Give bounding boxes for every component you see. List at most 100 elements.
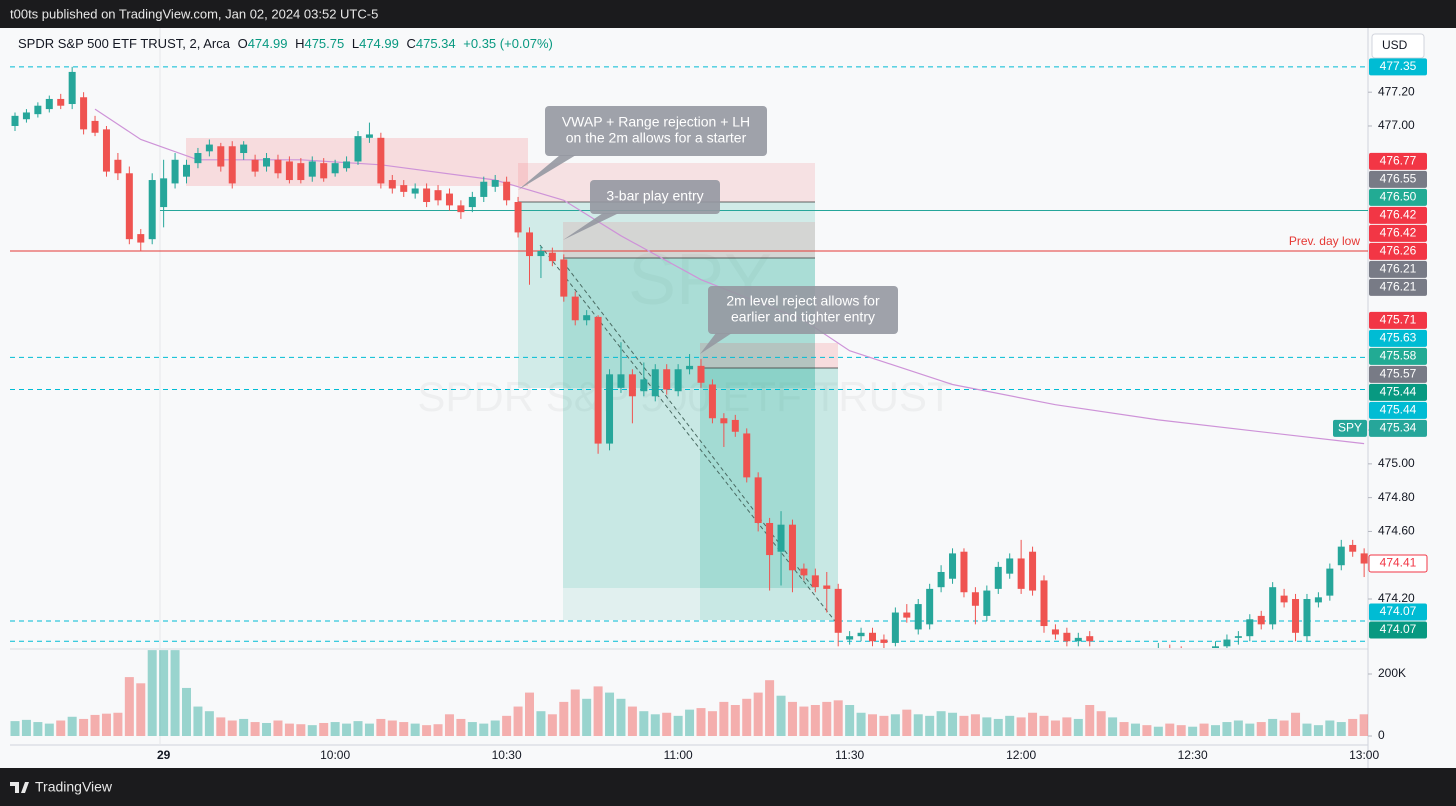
- volume-bar: [1119, 722, 1129, 736]
- volume-bar: [227, 720, 237, 736]
- candle-body: [503, 181, 511, 201]
- volume-bar: [810, 705, 820, 736]
- volume-bar: [970, 714, 980, 736]
- volume-bar: [1085, 705, 1095, 736]
- candle-body: [91, 120, 99, 133]
- candle-body: [343, 161, 351, 169]
- volume-bar: [21, 719, 31, 736]
- candle-body: [891, 612, 899, 643]
- price-tag: [1369, 260, 1427, 278]
- volume-bar: [1359, 714, 1368, 736]
- volume-bar: [1233, 720, 1243, 736]
- volume-bar: [627, 706, 637, 736]
- volume-bar: [490, 720, 500, 736]
- risk-box: [700, 343, 838, 368]
- candle-body: [1337, 546, 1345, 566]
- volume-bar: [1005, 715, 1015, 736]
- volume-bar: [1142, 725, 1152, 736]
- volume-bar: [616, 698, 626, 736]
- volume-bar: [1291, 712, 1301, 736]
- volume-bar: [444, 714, 454, 736]
- x-tick-label: 10:30: [492, 748, 522, 762]
- candle-body: [777, 524, 785, 552]
- price-tag-label: 474.07: [1380, 604, 1417, 618]
- candle-body: [697, 365, 705, 383]
- candle-body: [949, 553, 957, 579]
- candle-body: [114, 159, 122, 174]
- candle-body: [1006, 558, 1014, 574]
- volume-bar: [662, 712, 672, 736]
- candle-body: [11, 115, 19, 126]
- volume-bar: [765, 680, 775, 736]
- ohlc-key: O: [238, 36, 248, 51]
- volume-bar: [1199, 723, 1209, 736]
- volume-bar: [776, 695, 786, 736]
- ohlc-value: 474.99: [359, 36, 399, 51]
- volume-bar: [182, 687, 191, 736]
- ohlc-key: C: [406, 36, 415, 51]
- candle-body: [1292, 599, 1300, 633]
- price-tag-label: 475.34: [1380, 420, 1417, 434]
- x-tick-label: 11:30: [835, 748, 864, 762]
- volume-bar: [673, 715, 683, 736]
- price-tag-label: 476.50: [1380, 190, 1417, 204]
- candle-body: [400, 185, 408, 192]
- candle-body: [674, 369, 682, 392]
- level-label: Prev. day low: [1289, 234, 1360, 248]
- candle-body: [960, 551, 968, 593]
- candle-body: [823, 585, 831, 589]
- currency-label: USD: [1382, 38, 1408, 52]
- volume-bar: [730, 705, 740, 736]
- volume-bar: [399, 722, 409, 736]
- volume-bar: [1325, 720, 1335, 736]
- legend: SPDR S&P 500 ETF TRUST, 2, Arca O474.99 …: [18, 36, 553, 51]
- candle-body: [571, 296, 579, 321]
- price-tag: [1369, 188, 1427, 206]
- price-tag: [1369, 383, 1427, 401]
- currency-button[interactable]: [1371, 33, 1425, 59]
- volume-bar: [1039, 715, 1049, 736]
- ohlc-value: 475.75: [304, 36, 344, 51]
- volume-tick-label: 200K: [1378, 666, 1406, 680]
- price-tag: [1369, 311, 1427, 329]
- header-bar: [0, 0, 1456, 28]
- volume-bar: [856, 712, 866, 736]
- volume-bar: [376, 718, 386, 736]
- volume-bar: [467, 722, 477, 736]
- candle-body: [45, 98, 53, 110]
- volume-bar: [1062, 717, 1072, 736]
- candle-body: [240, 144, 248, 154]
- candle-body: [663, 369, 671, 390]
- price-tag: [1369, 401, 1427, 419]
- volume-bar: [170, 650, 180, 736]
- candle-body: [1086, 636, 1094, 642]
- volume-bar: [559, 701, 569, 736]
- volume-bar: [696, 708, 706, 736]
- candle-body: [788, 524, 796, 571]
- candle-body: [468, 196, 476, 208]
- price-tag: [1369, 152, 1427, 170]
- volume-tick-label: 0: [1378, 728, 1385, 742]
- candle-body: [857, 632, 865, 637]
- volume-bar: [1336, 722, 1346, 736]
- volume-bar: [1130, 723, 1140, 736]
- callout-box: [708, 286, 898, 334]
- volume-bar: [353, 721, 363, 736]
- volume-bar: [1165, 723, 1175, 736]
- volume-bar: [1176, 725, 1186, 736]
- price-tag: [1369, 365, 1427, 383]
- candle-body: [834, 588, 842, 633]
- price-tag: [1369, 58, 1427, 76]
- callout-pointer: [518, 155, 576, 190]
- volume-bar: [742, 698, 752, 736]
- volume-bar: [913, 714, 923, 736]
- candle-body: [331, 163, 339, 174]
- candle-body: [491, 180, 499, 187]
- volume-bar: [262, 722, 272, 736]
- candle-body: [183, 164, 190, 177]
- volume-bar: [605, 692, 615, 736]
- volume-bar: [410, 723, 420, 736]
- price-tag-label: 474.07: [1380, 622, 1417, 636]
- price-tag: [1369, 242, 1427, 260]
